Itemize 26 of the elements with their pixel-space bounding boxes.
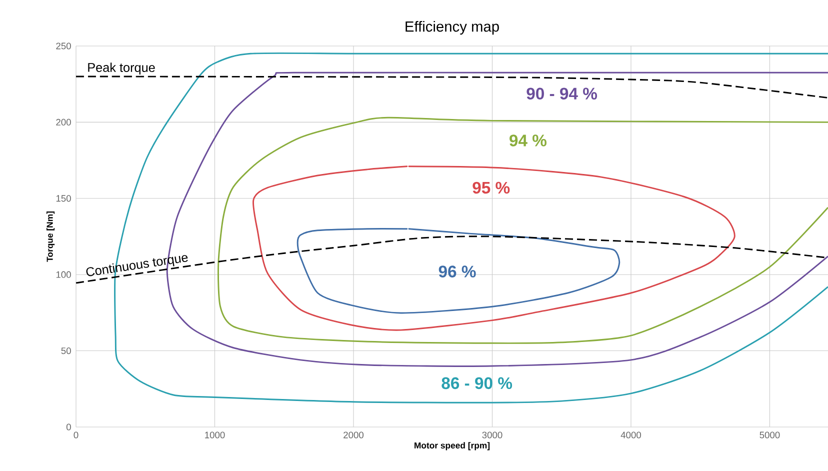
y-axis-title: Torque [Nm] — [46, 212, 55, 262]
series-label: 94 % — [510, 134, 546, 146]
x-tick-label: 0 — [74, 432, 78, 438]
x-tick-label: 3000 — [482, 432, 502, 438]
series-label: 86 - 90 % — [442, 377, 512, 390]
x-tick-label: 1000 — [205, 432, 225, 438]
x-tick-label: 4000 — [620, 432, 641, 438]
text: Continuous torque — [86, 255, 188, 276]
line-series — [218, 116, 828, 344]
series-label: 96 % — [438, 266, 476, 278]
y-tick-label: 50 — [61, 347, 71, 354]
series-label: Peak torque — [88, 62, 155, 75]
x-axis-title: Motor speed [rpm] — [414, 442, 490, 450]
line-series — [296, 228, 620, 314]
y-tick-label: 0 — [66, 424, 71, 430]
y-tick-label: 150 — [56, 195, 71, 202]
y-tick-label: 200 — [56, 118, 71, 126]
y-tick-label: 250 — [56, 42, 71, 50]
x-tick-label: 2000 — [344, 432, 364, 438]
series-label: 90 - 94 % — [526, 88, 598, 100]
series-label: 95 % — [472, 182, 510, 194]
x-tick-label: 5000 — [760, 432, 780, 438]
line-series — [252, 166, 736, 331]
y-tick-label: 100 — [56, 271, 71, 278]
chart-title: Efficiency map — [406, 20, 499, 35]
line-series — [75, 76, 828, 99]
